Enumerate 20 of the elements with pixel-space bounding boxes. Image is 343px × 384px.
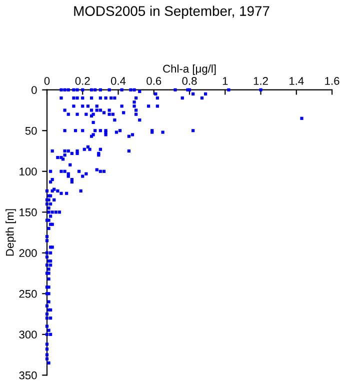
x-axis-title: Chl-a [μg/l]: [163, 64, 216, 75]
y-tick-label: 250: [19, 290, 37, 298]
chart-title: MODS2005 in September, 1977: [74, 6, 270, 19]
y-tick-label: 150: [20, 208, 37, 216]
x-tick-label: 0: [44, 77, 50, 85]
x-tick-label: 0.6: [146, 77, 162, 85]
x-tick-label: 1: [222, 77, 228, 85]
y-tick-label: 300: [19, 330, 37, 339]
x-tick-label: 0.4: [110, 77, 126, 85]
x-tick-label: 0.8: [182, 77, 197, 85]
x-tick-label: 0.2: [75, 77, 90, 85]
x-tick-label: 1.6: [325, 77, 340, 85]
y-tick-label: 50: [25, 126, 37, 135]
y-tick-label: 0: [32, 86, 37, 94]
x-tick-label: 1.4: [290, 77, 304, 85]
y-tick-label: 100: [20, 168, 37, 176]
y-axis-title: Depth [m]: [6, 209, 16, 256]
x-tick-label: 1.2: [254, 77, 268, 85]
y-tick-label: 350: [19, 371, 37, 380]
y-tick-label: 200: [19, 249, 37, 258]
